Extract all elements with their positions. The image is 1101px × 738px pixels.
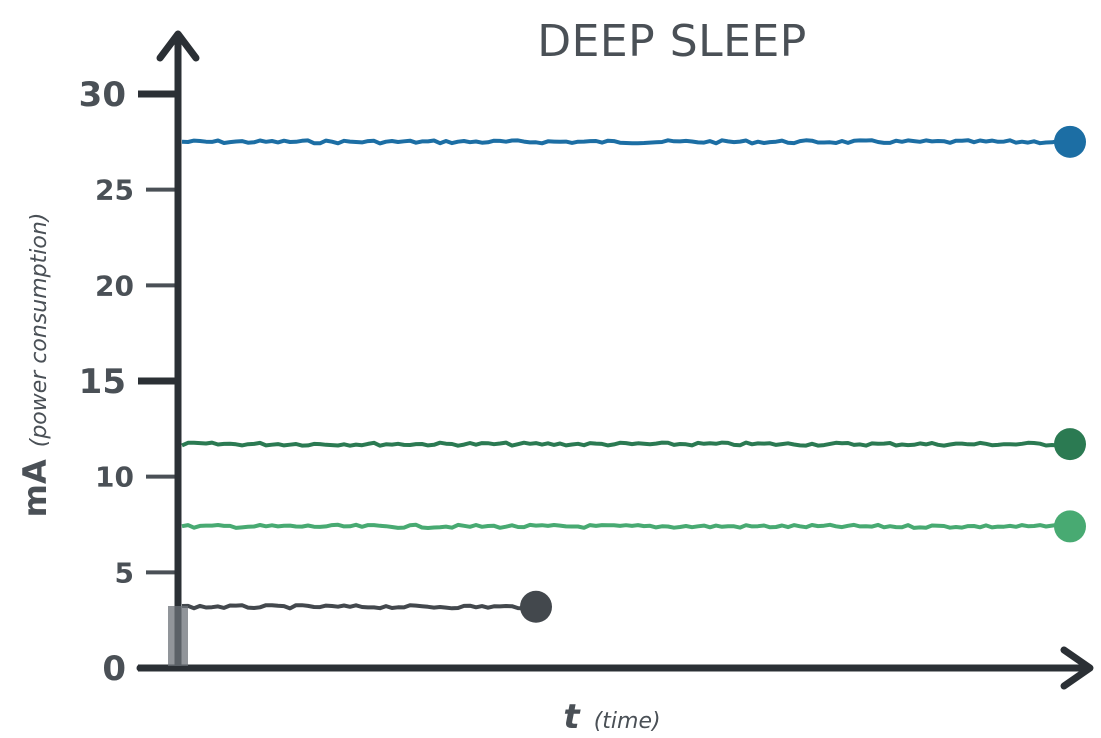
y-tick-label: 20: [95, 269, 134, 302]
chart-title: DEEP SLEEP: [537, 16, 807, 67]
series-end-point-dark-green: [1054, 428, 1086, 461]
x-axis-label: t (time): [563, 697, 660, 737]
y-tick-label: 25: [95, 174, 134, 207]
x-axis-label-main: t: [563, 697, 581, 737]
x-axis-label-sub: (time): [594, 709, 661, 734]
series-end-point-light-green: [1054, 510, 1086, 543]
y-axis-ticks: 30 25 20 15 10 5 0: [79, 75, 176, 689]
series-end-point-blue: [1054, 125, 1086, 158]
startup-spike-bar: [168, 606, 188, 666]
y-tick-label: 10: [95, 461, 134, 494]
y-axis-arrow: [156, 30, 200, 62]
x-axis-arrow: [1060, 646, 1094, 690]
series-end-point-dark-gray: [520, 590, 552, 623]
y-axis-label-main: mA: [16, 459, 54, 517]
y-axis-label: mA (power consumption): [16, 213, 54, 518]
series-line-light-green: [181, 522, 1072, 530]
series-line-blue: [181, 138, 1072, 146]
y-tick-label: 5: [115, 556, 134, 589]
series-line-dark-green: [181, 440, 1072, 448]
series-line-dark-gray: [181, 603, 538, 611]
y-tick-label: 30: [79, 75, 126, 115]
series-layer: [181, 125, 1086, 623]
y-tick-label: 15: [79, 362, 126, 402]
y-tick-label: 0: [102, 649, 126, 689]
y-axis-label-sub: (power consumption): [27, 213, 52, 448]
